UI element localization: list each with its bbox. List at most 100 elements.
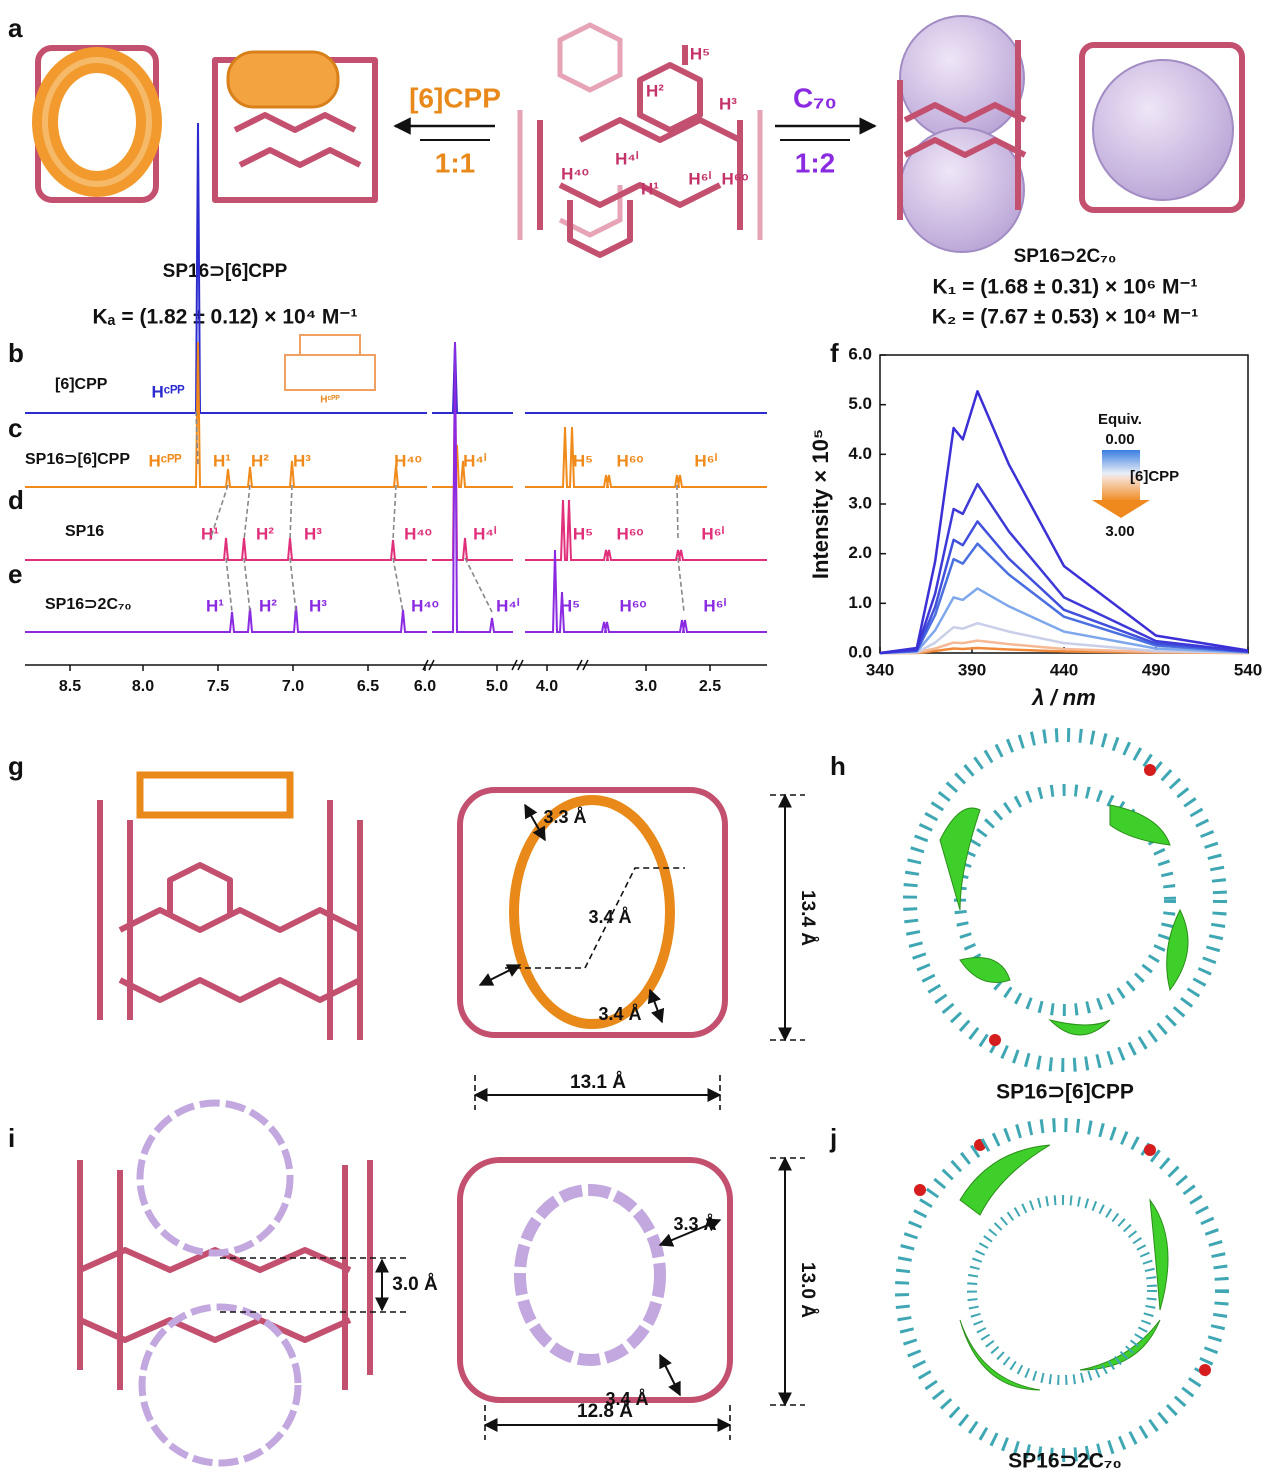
distance-label: 3.3 Å [673,1214,716,1234]
colorbar [1102,450,1140,502]
spectrum-trace [525,499,767,561]
peak-label: H³ [293,451,311,470]
shift-connector [243,557,251,613]
panel-label: i [8,1123,15,1153]
complex-caption: SP16⊃[6]CPP [163,261,288,282]
peak-label: H⁶ⁱ [694,451,717,470]
spectrum-label: SP16⊃2C₇₀ [45,596,132,613]
spectrum-trace [25,122,427,414]
dimension-label: 13.4 Å [797,890,818,946]
complex-caption: SP16⊃2C₇₀ [1008,1450,1122,1473]
x-tick-label: 5.0 [486,678,508,695]
y-tick-label: 2.0 [848,543,872,562]
ratio-label: 1:1 [435,147,475,178]
peak-label: H⁴ᵒ [411,596,439,615]
proton-label: H⁶ⁱ [688,169,711,188]
peak-label: H⁴ⁱ [473,524,497,543]
spectrum-trace [525,549,767,633]
y-tick-label: 4.0 [848,444,872,463]
distance-label: 3.3 Å [543,807,586,827]
x-tick-label: 340 [866,660,894,679]
complex-caption: SP16⊃2C₇₀ [1014,246,1117,267]
x-tick-label: 7.5 [207,678,229,695]
axis-break [511,659,524,671]
spectrum-curve [879,482,1249,655]
distance-label: 3.4 Å [588,907,631,927]
shift-connector [289,484,293,541]
panel-label: a [8,13,23,43]
spectrum-trace [25,341,427,488]
peak-label: H⁴ᵒ [394,451,422,470]
peak-label: Hᶜᴾᴾ [152,382,185,401]
x-tick-label: 390 [958,660,986,679]
molecule-art [32,15,1245,258]
spectrum-curve [879,542,1249,655]
axis-break [576,659,589,671]
ratio-label: 1:2 [795,147,835,178]
dimension-label: 13.1 Å [570,1072,626,1093]
panel-label: g [8,751,24,781]
peak-label: H⁶ᵒ [616,524,643,543]
peak-label: H⁶ⁱ [703,596,726,615]
shift-connector [392,484,397,541]
spectrum-trace [25,605,427,633]
spectrum-curve [880,646,1249,655]
proton-label: H³ [719,94,737,113]
panel-label: j [829,1123,837,1153]
shift-connector [392,557,404,613]
shift-connector [209,484,229,541]
x-tick-label: 8.0 [132,678,154,695]
structure-art [77,728,1229,1467]
y-tick-label: 0.0 [848,642,872,661]
spectrum-trace [432,341,513,633]
peak-label: H² [256,524,274,543]
x-tick-label: 7.0 [282,678,304,695]
x-tick-label: 8.5 [59,678,81,695]
spectrum-label: SP16⊃[6]CPP [25,451,130,468]
panel-label: h [830,751,846,781]
y-axis-label: Intensity × 10⁵ [808,429,833,579]
x-tick-label: 3.0 [635,678,657,695]
shift-connector [289,557,297,613]
x-tick-label: 490 [1142,660,1170,679]
x-tick-label: 6.0 [414,678,436,695]
inset-label: Hᶜᴾᴾ [320,395,340,406]
peak-label: H³ [304,524,322,543]
distance-label: 3.4 Å [605,1389,648,1409]
peak-label: H³ [309,596,327,615]
distance-label: 3.4 Å [598,1004,641,1024]
dimension-label: 12.8 Å [577,1401,633,1422]
spectrum-label: SP16 [65,523,104,540]
panel-label: c [8,413,22,443]
peak-label: H² [259,596,277,615]
axis-break [422,659,435,671]
spectrum-curve [879,621,1249,655]
colorbar-title: Equiv. [1098,411,1142,428]
dimension-label: 13.0 Å [797,1262,818,1318]
peak-label: H¹ [201,524,219,543]
spectrum-trace [432,342,513,414]
binding-constant: Kₐ = (1.82 ± 0.12) × 10⁴ M⁻¹ [92,306,357,329]
shift-connector [195,410,199,468]
cpp-inset [284,334,376,391]
spectrum-curve [879,587,1249,655]
y-tick-label: 1.0 [848,593,872,612]
complex-caption: SP16⊃[6]CPP [996,1081,1134,1104]
panel-label: f [830,338,839,368]
panel-label: e [8,559,22,589]
colorbar-arrow [1092,500,1150,518]
proton-label: H² [646,81,664,100]
x-tick-label: 540 [1234,660,1262,679]
peak-label: H¹ [206,596,224,615]
guest-label: [6]CPP [409,82,501,113]
proton-label: H⁴ⁱ [615,149,639,168]
shift-connector [243,484,251,541]
proton-label: H⁵ [690,44,710,63]
dimension-label: 3.0 Å [392,1274,438,1295]
colorbar-guest: [6]CPP [1130,468,1179,485]
y-tick-label: 5.0 [848,394,872,413]
peak-label: H⁶ᵒ [619,596,646,615]
peak-label: H⁶ᵒ [616,451,643,470]
peak-label: H⁴ⁱ [463,451,487,470]
